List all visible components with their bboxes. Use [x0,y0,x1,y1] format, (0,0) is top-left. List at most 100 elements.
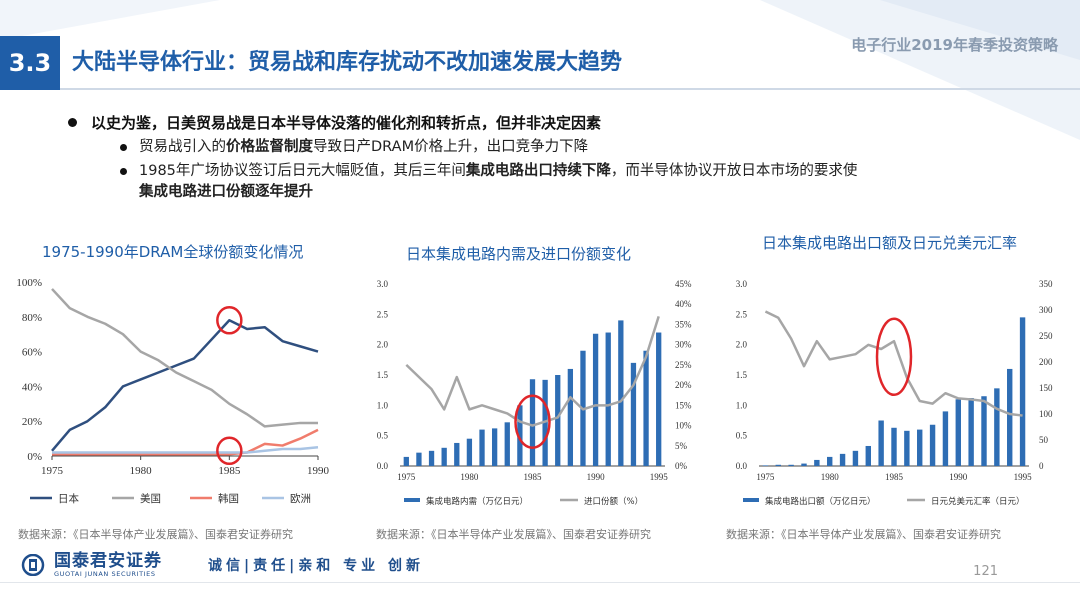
y-right-tick-label: 100 [1039,409,1053,419]
bar [403,456,409,466]
bar [605,332,611,466]
bar [491,428,498,466]
highlight-circle [216,306,243,335]
bar [567,368,574,466]
bar [441,447,447,466]
bar [1007,368,1013,466]
bar [775,464,781,466]
y-tick-label: 40% [22,381,42,393]
legend-label: 日本 [58,492,79,505]
company-logo: 国泰君安证券 GUOTAI JUNAN SECURITIES [20,552,162,578]
bar [839,453,846,466]
report-title: 电子行业2019年春季投资策略 [851,36,1058,54]
series-line [405,315,660,427]
company-name: 国泰君安证券 [54,551,162,571]
y-left-tick-label: 1.5 [377,370,389,380]
y-left-tick-label: 0.5 [377,431,389,441]
series-line-欧洲 [52,446,319,454]
y-right-tick-label: 350 [1039,279,1053,289]
x-tick-label: 1990 [587,472,606,482]
y-left-tick-label: 2.5 [736,309,748,319]
y-right-tick-label: 5% [675,441,688,451]
chart3-source: 数据来源：《日本半导体产业发展篇》、国泰君安证券研究 [726,528,1001,541]
y-right-tick-label: 250 [1039,331,1053,341]
sub-bullet-2-text: 1985年广场协议签订后日元大幅贬值，其后三年间集成电路出口持续下降，而半导体协… [139,163,858,200]
company-motto: 诚信|责任|亲和 专业 创新 [208,558,424,574]
bar [529,379,536,466]
bar [942,411,949,466]
bar [852,450,859,466]
y-left-tick-label: 2.0 [736,340,748,350]
y-right-tick-label: 50 [1039,435,1049,445]
x-tick-label: 1975 [397,472,416,482]
bar [416,452,422,466]
bullet-dot-icon [120,144,127,151]
y-tick-label: 20% [22,416,42,428]
chart1-title: 1975-1990年DRAM全球份额变化情况 [42,243,304,261]
y-left-tick-label: 1.0 [377,400,389,410]
bar [643,350,649,466]
bar [656,332,662,466]
x-tick-label: 1980 [460,472,479,482]
series-line-韩国 [52,428,319,456]
x-tick-label: 1975 [41,465,64,477]
sub-bullet-2: 1985年广场协议签订后日元大幅贬值，其后三年间集成电路出口持续下降，而半导体协… [120,161,1028,203]
bar [981,396,987,466]
bar [479,429,485,466]
y-tick-label: 0% [27,451,42,463]
x-tick-label: 1980 [130,465,153,477]
ic-demand-import-chart: 0.0 0.5 1.0 1.5 2.0 2.5 3.0 0% 5% 10% 15% 20% 25% 30%… [377,279,692,507]
bar [762,465,769,466]
y-left-tick-label: 0.0 [377,461,389,471]
bar [827,456,833,466]
x-tick-label: 1975 [756,472,775,482]
legend-label: 集成电路出口额（万亿日元） [765,496,876,507]
x-tick-label: 1980 [821,472,840,482]
chart2-title: 日本集成电路内需及进口份额变化 [406,245,632,263]
y-right-tick-label: 30% [675,340,692,350]
title-divider [60,88,1080,90]
legend-label: 日元兑美元汇率（日元） [931,496,1025,507]
section-number: 3.3 [0,36,60,90]
bar [994,388,1000,466]
y-left-tick-label: 1.5 [736,370,748,380]
main-bullet: 以史为鉴，日美贸易战是日本半导体没落的催化剂和转折点，但并非决定因素 [68,112,1028,133]
bar [917,429,923,466]
main-bullet-text: 以史为鉴，日美贸易战是日本半导体没落的催化剂和转折点，但并非决定因素 [91,114,602,132]
y-tick-label: 100% [16,277,42,289]
bar [504,422,510,466]
bullet-dot-icon [68,118,77,127]
y-right-tick-label: 10% [675,421,692,431]
legend-label: 集成电路内需（万亿日元） [426,496,528,507]
bar [630,362,637,466]
y-tick-label: 80% [22,312,42,324]
y-right-tick-label: 150 [1039,383,1053,393]
y-right-tick-label: 45% [675,279,692,289]
bar [814,459,820,466]
bar [542,379,548,466]
x-tick-label: 1990 [949,472,968,482]
ic-export-fx-chart: 0.0 0.5 1.0 1.5 2.0 2.5 3.0 0 50 100 150 200 250 300 3… [736,279,1053,507]
legend-label: 欧洲 [290,493,311,505]
bar [865,445,871,466]
bar [955,399,961,466]
y-left-tick-label: 1.0 [736,400,748,410]
y-right-tick-label: 200 [1039,357,1053,367]
bar [929,424,936,466]
bar [517,405,523,466]
y-left-tick-label: 2.5 [377,309,389,319]
y-right-tick-label: 0% [675,461,688,471]
y-left-tick-label: 0.5 [736,431,748,441]
y-left-tick-label: 3.0 [736,279,748,289]
footer-divider [0,582,1080,583]
series-line-美国 [51,288,318,428]
y-right-tick-label: 40% [675,299,692,309]
page-title: 大陆半导体行业：贸易战和库存扰动不改加速发展大趋势 [72,50,623,75]
y-right-tick-label: 300 [1039,305,1053,315]
page-number: 121 [973,564,998,579]
bar [968,398,974,466]
y-tick-label: 60% [22,347,42,359]
bar [878,420,884,466]
sub-bullet-1-text: 贸易战引入的价格监督制度导致日产DRAM价格上升，出口竞争力下降 [139,139,589,155]
bullet-list: 以史为鉴，日美贸易战是日本半导体没落的催化剂和转折点，但并非决定因素 贸易战引入… [68,112,1028,206]
